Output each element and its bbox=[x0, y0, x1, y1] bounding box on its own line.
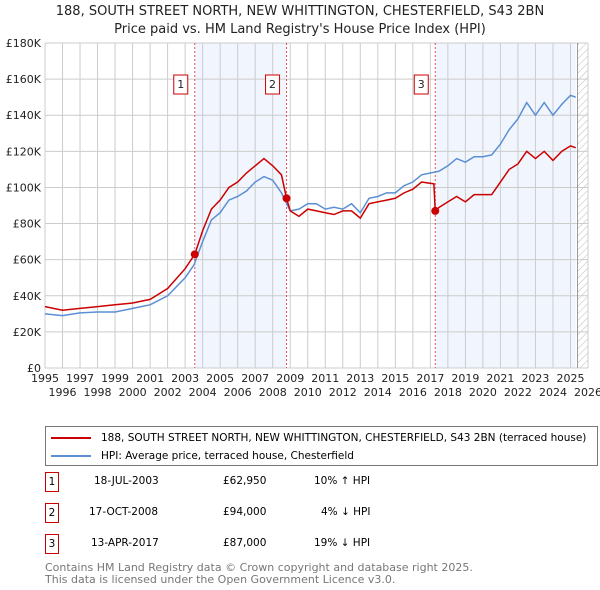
x-tick-label: 2016 bbox=[399, 386, 427, 399]
x-tick-label: 2024 bbox=[539, 386, 567, 399]
sale-marker-label: 2 bbox=[45, 503, 59, 523]
sale-marker-label: 3 bbox=[45, 534, 59, 554]
footer-line: This data is licensed under the Open Gov… bbox=[45, 573, 396, 586]
sale-hpi: 19% ↓ HPI bbox=[314, 537, 371, 549]
x-tick-label: 2022 bbox=[504, 386, 532, 399]
sale-price: £87,000 bbox=[223, 537, 267, 549]
sale-price: £62,950 bbox=[223, 475, 267, 487]
x-tick-label: 2006 bbox=[224, 386, 252, 399]
x-tick-label: 2013 bbox=[346, 372, 374, 385]
x-tick-label: 2011 bbox=[311, 372, 339, 385]
property-price-line bbox=[44, 145, 576, 311]
x-tick-label: 2000 bbox=[119, 386, 147, 399]
sale-period-shading bbox=[194, 43, 287, 368]
sale-hpi: 10% ↑ HPI bbox=[314, 475, 371, 487]
x-tick-label: 2010 bbox=[294, 386, 322, 399]
sale-marker-label: 3 bbox=[418, 78, 425, 91]
legend-label: 188, SOUTH STREET NORTH, NEW WHITTINGTON… bbox=[101, 432, 587, 444]
x-tick-label: 1997 bbox=[66, 372, 94, 385]
x-tick-label: 2002 bbox=[154, 386, 182, 399]
x-tick-label: 1995 bbox=[31, 372, 59, 385]
y-tick-label: £180K bbox=[6, 37, 42, 50]
x-tick-label: 2003 bbox=[171, 372, 199, 385]
x-tick-label: 2004 bbox=[189, 386, 217, 399]
blue-line-swatch bbox=[51, 455, 91, 457]
sale-date: 18-JUL-2003 bbox=[94, 475, 159, 487]
legend: 188, SOUTH STREET NORTH, NEW WHITTINGTON… bbox=[45, 426, 598, 466]
x-tick-label: 1998 bbox=[84, 386, 112, 399]
sale-marker-box bbox=[265, 74, 281, 95]
y-tick-label: £100K bbox=[6, 181, 42, 194]
sale-marker-label: 2 bbox=[269, 78, 276, 91]
x-tick-label: 2015 bbox=[381, 372, 409, 385]
legend-item-property: 188, SOUTH STREET NORTH, NEW WHITTINGTON… bbox=[51, 430, 586, 446]
legend-label: HPI: Average price, terraced house, Ches… bbox=[101, 450, 354, 462]
sale-row: 3 13-APR-2017 £87,000 19% ↓ HPI bbox=[45, 534, 445, 556]
sale-row: 1 18-JUL-2003 £62,950 10% ↑ HPI bbox=[45, 472, 445, 494]
y-tick-label: £80K bbox=[13, 218, 42, 231]
x-tick-label: 2007 bbox=[241, 372, 269, 385]
footer: Contains HM Land Registry data © Crown c… bbox=[45, 562, 473, 586]
sale-marker-box bbox=[413, 74, 429, 95]
x-tick-label: 2012 bbox=[329, 386, 357, 399]
hpi-line bbox=[44, 94, 576, 317]
x-tick-label: 2025 bbox=[556, 372, 584, 385]
sale-row: 2 17-OCT-2008 £94,000 4% ↓ HPI bbox=[45, 503, 445, 525]
x-tick-label: 2023 bbox=[521, 372, 549, 385]
y-tick-label: £140K bbox=[6, 109, 42, 122]
chart-title: 188, SOUTH STREET NORTH, NEW WHITTINGTON… bbox=[55, 4, 545, 19]
x-tick-label: 2017 bbox=[416, 372, 444, 385]
x-tick-label: 2009 bbox=[276, 372, 304, 385]
y-tick-label: £120K bbox=[6, 145, 42, 158]
sale-marker-label: 1 bbox=[177, 78, 184, 91]
x-tick-label: 2001 bbox=[136, 372, 164, 385]
sale-point bbox=[431, 206, 440, 215]
y-tick-label: £60K bbox=[13, 254, 42, 267]
sale-date: 17-OCT-2008 bbox=[89, 506, 158, 518]
x-tick-label: 1999 bbox=[101, 372, 129, 385]
price-chart: 1995199619971998199920002001200220032004… bbox=[6, 37, 600, 399]
x-tick-label: 2026 bbox=[574, 386, 600, 399]
red-line-swatch bbox=[51, 437, 91, 439]
y-tick-label: £0 bbox=[27, 362, 41, 375]
y-tick-label: £40K bbox=[13, 290, 42, 303]
x-tick-label: 1996 bbox=[49, 386, 77, 399]
y-tick-label: £20K bbox=[13, 326, 42, 339]
x-tick-label: 2014 bbox=[364, 386, 392, 399]
x-tick-label: 2019 bbox=[451, 372, 479, 385]
sale-point bbox=[282, 194, 291, 203]
x-tick-label: 2008 bbox=[259, 386, 287, 399]
sale-point bbox=[190, 250, 199, 259]
chart-subtitle: Price paid vs. HM Land Registry's House … bbox=[114, 22, 486, 37]
forecast-hatch bbox=[577, 43, 588, 368]
sale-hpi: 4% ↓ HPI bbox=[321, 506, 371, 518]
sale-period-shading bbox=[435, 43, 576, 368]
legend-item-hpi: HPI: Average price, terraced house, Ches… bbox=[51, 448, 354, 464]
sale-marker-label: 1 bbox=[45, 472, 59, 492]
x-tick-label: 2005 bbox=[206, 372, 234, 385]
y-tick-label: £160K bbox=[6, 73, 42, 86]
sale-date: 13-APR-2017 bbox=[91, 537, 159, 549]
x-tick-label: 2021 bbox=[486, 372, 514, 385]
sale-price: £94,000 bbox=[223, 506, 267, 518]
footer-line: Contains HM Land Registry data © Crown c… bbox=[45, 561, 473, 574]
sale-marker-box bbox=[173, 74, 189, 95]
x-tick-label: 2020 bbox=[469, 386, 497, 399]
x-tick-label: 2018 bbox=[434, 386, 462, 399]
